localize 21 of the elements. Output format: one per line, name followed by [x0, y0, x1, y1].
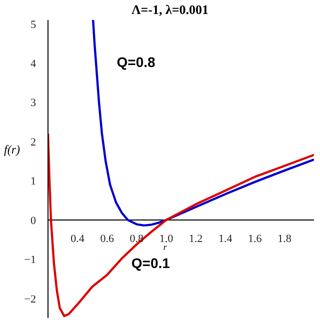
y-tick-label: 1	[30, 176, 36, 188]
y-axis-title: f(r)	[4, 142, 20, 156]
x-tick-label: 0.6	[100, 232, 114, 245]
y-tick-label: −2	[24, 293, 36, 306]
y-tick-label: 2	[30, 136, 36, 148]
x-tick-label: 1.2	[188, 232, 203, 245]
y-tick-label: 5	[30, 18, 36, 31]
x-tick-label: 1.6	[248, 232, 262, 245]
series-label: Q=0.8	[116, 54, 156, 70]
y-tick-label: 0	[30, 214, 36, 227]
x-tick-label: 0.4	[70, 232, 85, 245]
y-tick-label: −1	[24, 254, 36, 266]
line-series	[48, 132, 314, 318]
chart-title: Λ=-1, λ=0.001	[131, 2, 209, 17]
y-tick-label: 4	[30, 58, 36, 70]
series-label: Q=0.1	[131, 254, 170, 271]
x-tick-label: 1.8	[278, 232, 292, 245]
line-series	[92, 20, 314, 227]
x-tick-label: 1.4	[218, 232, 233, 245]
x-tick-label: 0.8	[130, 232, 144, 245]
y-tick-label: 3	[30, 97, 36, 110]
